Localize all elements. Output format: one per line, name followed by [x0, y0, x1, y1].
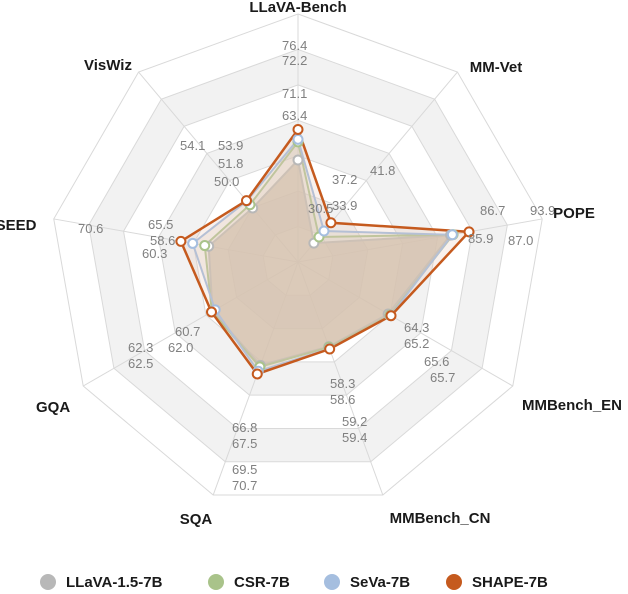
axis-label-mmbench-en: MMBench_EN — [522, 397, 622, 414]
legend-swatch — [208, 574, 224, 590]
radar-chart: 76.472.2 71.1 63.4 41.8 37.2 33.930.5 86.7 93.9… — [0, 0, 622, 528]
data-point — [385, 310, 397, 322]
series-area-llava-1-5-7b — [207, 157, 453, 367]
value-label: 37.2 — [332, 172, 357, 187]
value-label: 60.3 — [142, 246, 167, 261]
value-label: 72.2 — [282, 53, 307, 68]
value-label: 59.2 — [342, 414, 367, 429]
legend-label: SeVa-7B — [350, 573, 411, 591]
legend-item: CSR-7B — [208, 572, 290, 592]
legend-swatch — [446, 574, 462, 590]
legend-label: LLaVA-1.5-7B — [66, 573, 163, 591]
value-label: 60.7 — [175, 324, 200, 339]
value-label: 58.3 — [330, 376, 355, 391]
value-label: 51.8 — [218, 156, 243, 171]
data-point — [292, 133, 304, 145]
legend-item: SeVa-7B — [324, 572, 410, 592]
axis-label-gqa: GQA — [36, 399, 70, 416]
value-label: 71.1 — [282, 86, 307, 101]
value-label: 87.0 — [508, 233, 533, 248]
data-point — [292, 154, 304, 166]
value-label: 54.1 — [180, 138, 205, 153]
value-label: 50.0 — [214, 174, 239, 189]
value-label: 70.6 — [78, 221, 103, 236]
value-label: 76.4 — [282, 38, 307, 53]
radar-markers — [175, 123, 475, 380]
value-label: 30.5 — [308, 201, 333, 216]
legend-swatch — [40, 574, 56, 590]
value-label: 86.7 — [480, 203, 505, 218]
value-label: 65.6 — [424, 354, 449, 369]
value-label: 65.7 — [430, 370, 455, 385]
axis-label-mmbench-cn: MMBench_CN — [390, 510, 491, 527]
value-label: 62.5 — [128, 356, 153, 371]
value-label: 41.8 — [370, 163, 395, 178]
value-label: 63.4 — [282, 108, 307, 123]
data-point — [446, 229, 458, 241]
value-label: 62.0 — [168, 340, 193, 355]
data-point — [251, 368, 263, 380]
axis-labels: LLaVA-Bench MM-Vet POPE MMBench_EN MMBench_C… — [0, 0, 622, 528]
axis-label-sqa: SQA — [180, 511, 213, 528]
value-label: 58.6 — [150, 233, 175, 248]
value-label: 33.9 — [332, 198, 357, 213]
data-point — [206, 306, 218, 318]
value-labels: 76.472.2 71.1 63.4 41.8 37.2 33.930.5 86.7 93.9… — [78, 38, 555, 493]
legend-item: SHAPE-7B — [446, 572, 548, 592]
data-point — [324, 343, 336, 355]
data-point — [187, 237, 199, 249]
axis-label-viswiz: VisWiz — [84, 57, 132, 74]
value-label: 85.9 — [468, 231, 493, 246]
data-point — [292, 123, 304, 135]
data-point — [199, 240, 211, 252]
series-area-shape-7b — [179, 126, 472, 376]
value-label: 58.6 — [330, 392, 355, 407]
value-label: 66.8 — [232, 420, 257, 435]
axis-label-seed: SEED — [0, 217, 37, 234]
value-label: 59.4 — [342, 430, 367, 445]
data-point — [240, 195, 252, 207]
value-label: 69.5 — [232, 462, 257, 477]
legend-label: CSR-7B — [234, 573, 290, 591]
axis-label-pope: POPE — [553, 205, 595, 222]
value-label: 93.9 — [530, 203, 555, 218]
data-point — [463, 226, 475, 238]
legend-item: LLaVA-1.5-7B — [40, 572, 162, 592]
value-label: 67.5 — [232, 436, 257, 451]
data-point — [318, 225, 330, 237]
value-label: 65.2 — [404, 336, 429, 351]
axis-label-llava-bench: LLaVA-Bench — [249, 0, 346, 16]
axis-label-mm-vet: MM-Vet — [470, 59, 523, 76]
value-label: 64.3 — [404, 320, 429, 335]
legend: LLaVA-1.5-7B CSR-7B SeVa-7B SHAPE-7B — [0, 572, 628, 594]
value-label: 70.7 — [232, 478, 257, 493]
data-point — [325, 217, 337, 229]
legend-swatch — [324, 574, 340, 590]
legend-label: SHAPE-7B — [472, 573, 548, 591]
value-label: 62.3 — [128, 340, 153, 355]
value-label: 53.9 — [218, 138, 243, 153]
value-label: 65.5 — [148, 217, 173, 232]
data-point — [175, 235, 187, 247]
